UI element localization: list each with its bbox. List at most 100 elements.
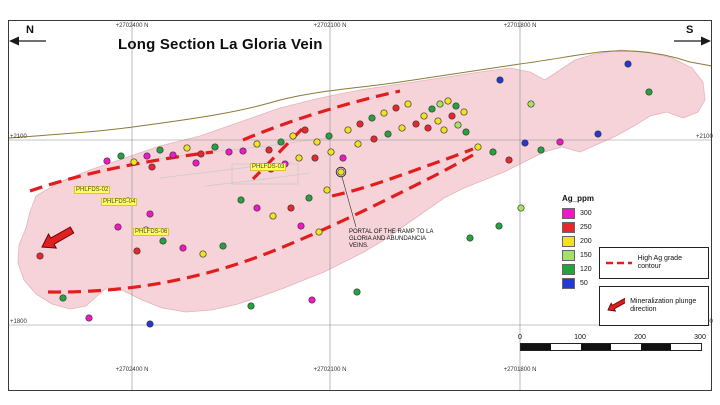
drill-hole-point bbox=[466, 234, 474, 242]
drill-hole-point bbox=[594, 130, 602, 138]
drill-hole-point bbox=[327, 148, 335, 156]
drill-hole-point bbox=[428, 105, 436, 113]
grid-label-bottom-1: +2702400 N bbox=[115, 367, 149, 373]
drill-hole-point bbox=[344, 126, 352, 134]
drill-hole-label: PHLFDS-02 bbox=[74, 186, 111, 194]
drill-hole-point bbox=[353, 288, 361, 296]
drill-hole-point bbox=[146, 210, 154, 218]
drill-hole-point bbox=[156, 146, 164, 154]
drill-hole-point bbox=[505, 156, 513, 164]
drill-hole-point bbox=[337, 168, 345, 176]
grid-label-top-1: +2702400 N bbox=[115, 23, 149, 29]
scale-tick-200: 200 bbox=[634, 334, 646, 341]
north-label: N bbox=[26, 24, 34, 36]
legend-class-row: 50 bbox=[562, 276, 592, 290]
drill-hole-point bbox=[460, 108, 468, 116]
legend-value-250: 250 bbox=[580, 223, 592, 231]
drill-hole-point bbox=[133, 247, 141, 255]
grid-label-bottom-2: +2702100 N bbox=[313, 367, 347, 373]
legend-value-120: 120 bbox=[580, 265, 592, 273]
drill-hole-point bbox=[297, 222, 305, 230]
drill-hole-point bbox=[265, 146, 273, 154]
drill-hole-point bbox=[496, 76, 504, 84]
drill-hole-point bbox=[424, 124, 432, 132]
drill-hole-point bbox=[556, 138, 564, 146]
drill-hole-point bbox=[315, 228, 323, 236]
drill-hole-point bbox=[183, 144, 191, 152]
drill-hole-point bbox=[197, 150, 205, 158]
drill-hole-point bbox=[130, 158, 138, 166]
plunge-legend-box: Mineralization plunge direction bbox=[599, 286, 709, 326]
drill-hole-point bbox=[368, 114, 376, 122]
drill-hole-point bbox=[384, 130, 392, 138]
legend-value-200: 200 bbox=[580, 237, 592, 245]
north-arrow-icon bbox=[9, 36, 46, 46]
drill-hole-point bbox=[239, 147, 247, 155]
drill-hole-point bbox=[521, 139, 529, 147]
drill-hole-point bbox=[59, 294, 67, 302]
plunge-arrow-icon bbox=[607, 297, 626, 312]
south-arrow-icon bbox=[674, 36, 711, 46]
drill-hole-point bbox=[117, 152, 125, 160]
contour-legend-box: High Ag grade contour bbox=[599, 247, 709, 279]
drill-hole-point bbox=[444, 97, 452, 105]
drill-hole-point bbox=[253, 140, 261, 148]
legend-swatch-120 bbox=[562, 263, 575, 275]
drill-hole-point bbox=[404, 100, 412, 108]
drill-hole-point bbox=[440, 126, 448, 134]
drill-hole-point bbox=[169, 151, 177, 159]
drill-hole-point bbox=[489, 148, 497, 156]
ag-ppm-legend: 300 250 200 150 120 50 bbox=[562, 206, 592, 290]
high-ag-grade-contours bbox=[29, 89, 474, 294]
elevation-label-left-1800: +1800 bbox=[10, 319, 27, 325]
grid-label-top-3: +2701800 N bbox=[503, 23, 537, 29]
drill-hole-point bbox=[143, 152, 151, 160]
legend-swatch-300 bbox=[562, 207, 575, 219]
plunge-arrow bbox=[41, 226, 75, 249]
portal-annotation: PORTAL OF THE RAMP TO LA GLORIA AND ABUN… bbox=[349, 229, 434, 249]
legend-value-50: 50 bbox=[580, 279, 588, 287]
drill-hole-point bbox=[247, 302, 255, 310]
drill-hole-point bbox=[452, 102, 460, 110]
legend-class-row: 120 bbox=[562, 262, 592, 276]
drill-hole-point bbox=[420, 112, 428, 120]
drill-hole-point bbox=[356, 120, 364, 128]
scale-tick-0: 0 bbox=[518, 334, 522, 341]
legend-class-row: 150 bbox=[562, 248, 592, 262]
scale-bar: 0 100 200 300 bbox=[518, 334, 706, 351]
drill-hole-label: PHLFDS-03 bbox=[250, 163, 287, 171]
drill-hole-point bbox=[219, 242, 227, 250]
drill-hole-point bbox=[392, 104, 400, 112]
drill-hole-point bbox=[380, 109, 388, 117]
drill-hole-point bbox=[495, 222, 503, 230]
drill-hole-point bbox=[146, 320, 154, 328]
drill-hole-point bbox=[211, 143, 219, 151]
drill-hole-point bbox=[199, 250, 207, 258]
drill-hole-point bbox=[289, 132, 297, 140]
drill-hole-point bbox=[454, 121, 462, 129]
scale-tick-300: 300 bbox=[694, 334, 706, 341]
grid-label-bottom-3: +2701800 N bbox=[503, 367, 537, 373]
legend-class-row: 200 bbox=[562, 234, 592, 248]
drill-hole-point bbox=[527, 100, 535, 108]
drill-hole-point bbox=[237, 196, 245, 204]
drill-hole-point bbox=[474, 143, 482, 151]
contour-legend-label: High Ag grade contour bbox=[637, 254, 682, 270]
scale-tick-100: 100 bbox=[574, 334, 586, 341]
dashed-contour-icon bbox=[606, 261, 632, 265]
drill-hole-point bbox=[179, 244, 187, 252]
scale-bar-ticks: 0 100 200 300 bbox=[518, 334, 706, 343]
drill-hole-point bbox=[645, 88, 653, 96]
drill-hole-label: PHLFDS-04 bbox=[101, 198, 138, 206]
south-label: S bbox=[686, 24, 694, 36]
drill-hole-point bbox=[462, 128, 470, 136]
portal-leader-line bbox=[341, 176, 357, 228]
drill-hole-point bbox=[103, 157, 111, 165]
drill-hole-point bbox=[434, 117, 442, 125]
elevation-label-left-2100: +2100 bbox=[10, 134, 27, 140]
scale-bar-segments bbox=[520, 343, 702, 351]
drill-hole-point bbox=[436, 100, 444, 108]
legend-swatch-50 bbox=[562, 277, 575, 289]
drill-hole-point bbox=[114, 223, 122, 231]
